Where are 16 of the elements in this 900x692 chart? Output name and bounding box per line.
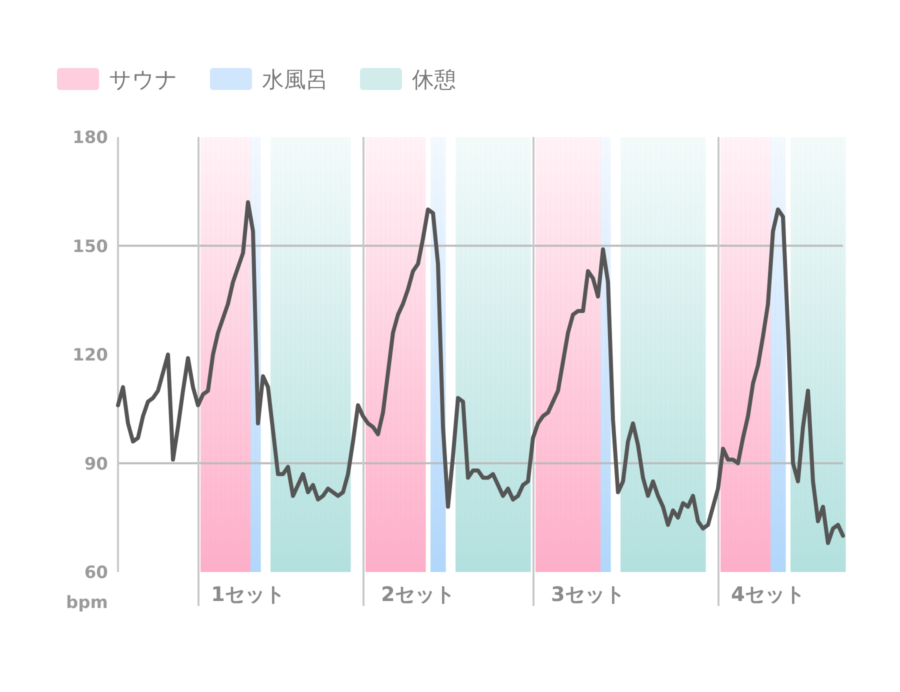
legend-label: 水風呂: [262, 68, 328, 93]
legend-label: サウナ: [109, 68, 178, 93]
y-tick-label: 60: [84, 563, 108, 583]
legend-label: 休憩: [412, 68, 456, 93]
y-tick-label: 120: [72, 346, 108, 366]
legend-item: 休憩: [360, 68, 456, 93]
x-tick-label: 1セット: [211, 582, 285, 606]
legend-item: サウナ: [57, 68, 178, 93]
y-tick-label: 90: [84, 454, 108, 474]
y-tick-label: 150: [72, 236, 108, 257]
y-tick-label: 180: [72, 128, 108, 148]
x-tick-label: 3セット: [551, 582, 625, 606]
x-tick-label: 4セット: [731, 582, 805, 606]
y-axis-title: bpm: [66, 593, 108, 613]
legend-item: 水風呂: [210, 68, 328, 93]
x-tick-label: 2セット: [381, 582, 455, 606]
